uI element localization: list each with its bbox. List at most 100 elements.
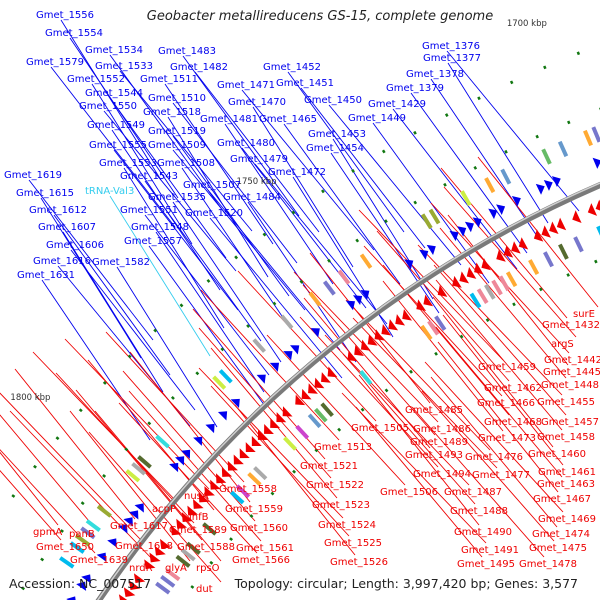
leader-line [224,123,334,285]
reverse-gene-arrow [257,429,268,440]
outer-marker [33,464,37,469]
forward-cog-block [280,314,294,330]
gene-label: Gmet_1483 [158,46,216,57]
gene-label: Gmet_1506 [380,487,438,498]
leader-line [266,334,406,486]
outer-marker [413,200,418,205]
reverse-gene-arrow [587,203,598,216]
gene-label: Gmet_1650 [36,542,94,553]
forward-gene-arrow [269,362,280,372]
gene-label: Gmet_1482 [170,62,228,73]
leader-line [69,410,191,562]
gene-label: Gmet_1432 [542,320,600,331]
forward-gene-arrow [180,449,191,459]
gene-label: Gmet_1472 [268,167,326,178]
leader-line [0,470,62,541]
leader-line [345,299,491,451]
reverse-gene-arrow [210,479,221,490]
leader-line [91,83,193,245]
outer-marker [576,51,581,56]
reverse-gene-arrow [176,518,188,529]
leader-line [129,351,251,503]
gene-label: Gmet_1619 [4,170,62,181]
leader-line [62,231,164,393]
outer-marker [567,120,571,125]
forward-cog-block [460,190,472,207]
leader-line [443,186,577,338]
leader-line [172,102,298,264]
gene-label: Gmet_1462 [484,383,542,394]
leader-line [144,180,262,342]
leader-line [252,106,354,268]
reverse-gene-arrow [221,466,233,477]
leader-line [116,266,218,428]
forward-cog-block [583,129,593,147]
leader-line [446,50,580,212]
leader-line [437,341,559,493]
gene-label: acpP [152,504,176,515]
gene-label: Gmet_1475 [529,543,587,554]
outer-marker [535,134,539,139]
inner-marker [337,427,342,432]
reverse-cog-block [160,574,176,588]
gene-label: Gmet_1617 [110,521,168,532]
leader-line [14,368,136,520]
reverse-gene-arrow [374,329,385,341]
outer-marker [55,436,60,441]
reverse-gene-arrow [503,245,514,258]
leader-line [88,431,222,583]
reverse-gene-arrow [452,275,462,288]
gene-label: surE [573,309,595,320]
reverse-gene-arrow [276,412,287,423]
reverse-cog-block [202,522,217,536]
reverse-gene-arrow [367,334,378,346]
gene-label: Gmet_1505 [351,423,409,434]
gene-label: Gmet_1470 [228,97,286,108]
reverse-cog-block [469,292,482,309]
inner-marker [566,273,570,277]
inner-marker [459,334,464,339]
leader-line [358,209,504,361]
outer-marker [234,255,239,260]
forward-gene-arrow [496,204,506,215]
reverse-gene-arrow [123,587,136,597]
outer-marker [102,381,107,385]
reverse-cog-block [165,568,181,582]
outer-marker [80,501,85,506]
reverse-cog-block [253,466,268,481]
outer-marker [179,303,184,308]
inner-marker [384,388,389,393]
reverse-cog-block [434,315,447,331]
gene-label: Gmet_1535 [148,192,206,203]
gene-label: Gmet_1589 [169,525,227,536]
gene-label: Gmet_1520 [185,208,243,219]
gene-label: nrdR [129,563,153,574]
reverse-gene-arrow [270,418,281,429]
gene-label: Gmet_1550 [79,101,137,112]
gene-label: Gmet_1558 [219,484,277,495]
page-title: Geobacter metallireducens GS-15, complet… [146,9,494,24]
leader-line [0,414,95,528]
inner-marker [539,287,543,292]
gene-label: Gmet_1445 [543,367,600,378]
leader-line [113,149,239,311]
reverse-gene-arrow [572,210,582,223]
gene-label: Gmet_1523 [312,500,370,511]
leader-line [123,167,225,329]
gene-label: Gmet_1544 [85,88,143,99]
forward-gene-arrow [205,423,215,434]
outer-marker [473,165,478,170]
leader-line [237,270,377,422]
gene-label: Gmet_1466 [477,398,535,409]
reverse-cog-block [491,279,503,296]
forward-gene-arrow [230,398,240,409]
forward-cog-block [85,519,101,532]
gene-label: Gmet_1618 [115,541,173,552]
forward-cog-block [420,213,433,230]
gene-label: Gmet_1489 [410,437,468,448]
leader-line [432,296,554,448]
gene-label: Gmet_1557 [124,236,182,247]
reverse-cog-block [528,259,540,276]
reverse-gene-arrow [264,423,274,435]
